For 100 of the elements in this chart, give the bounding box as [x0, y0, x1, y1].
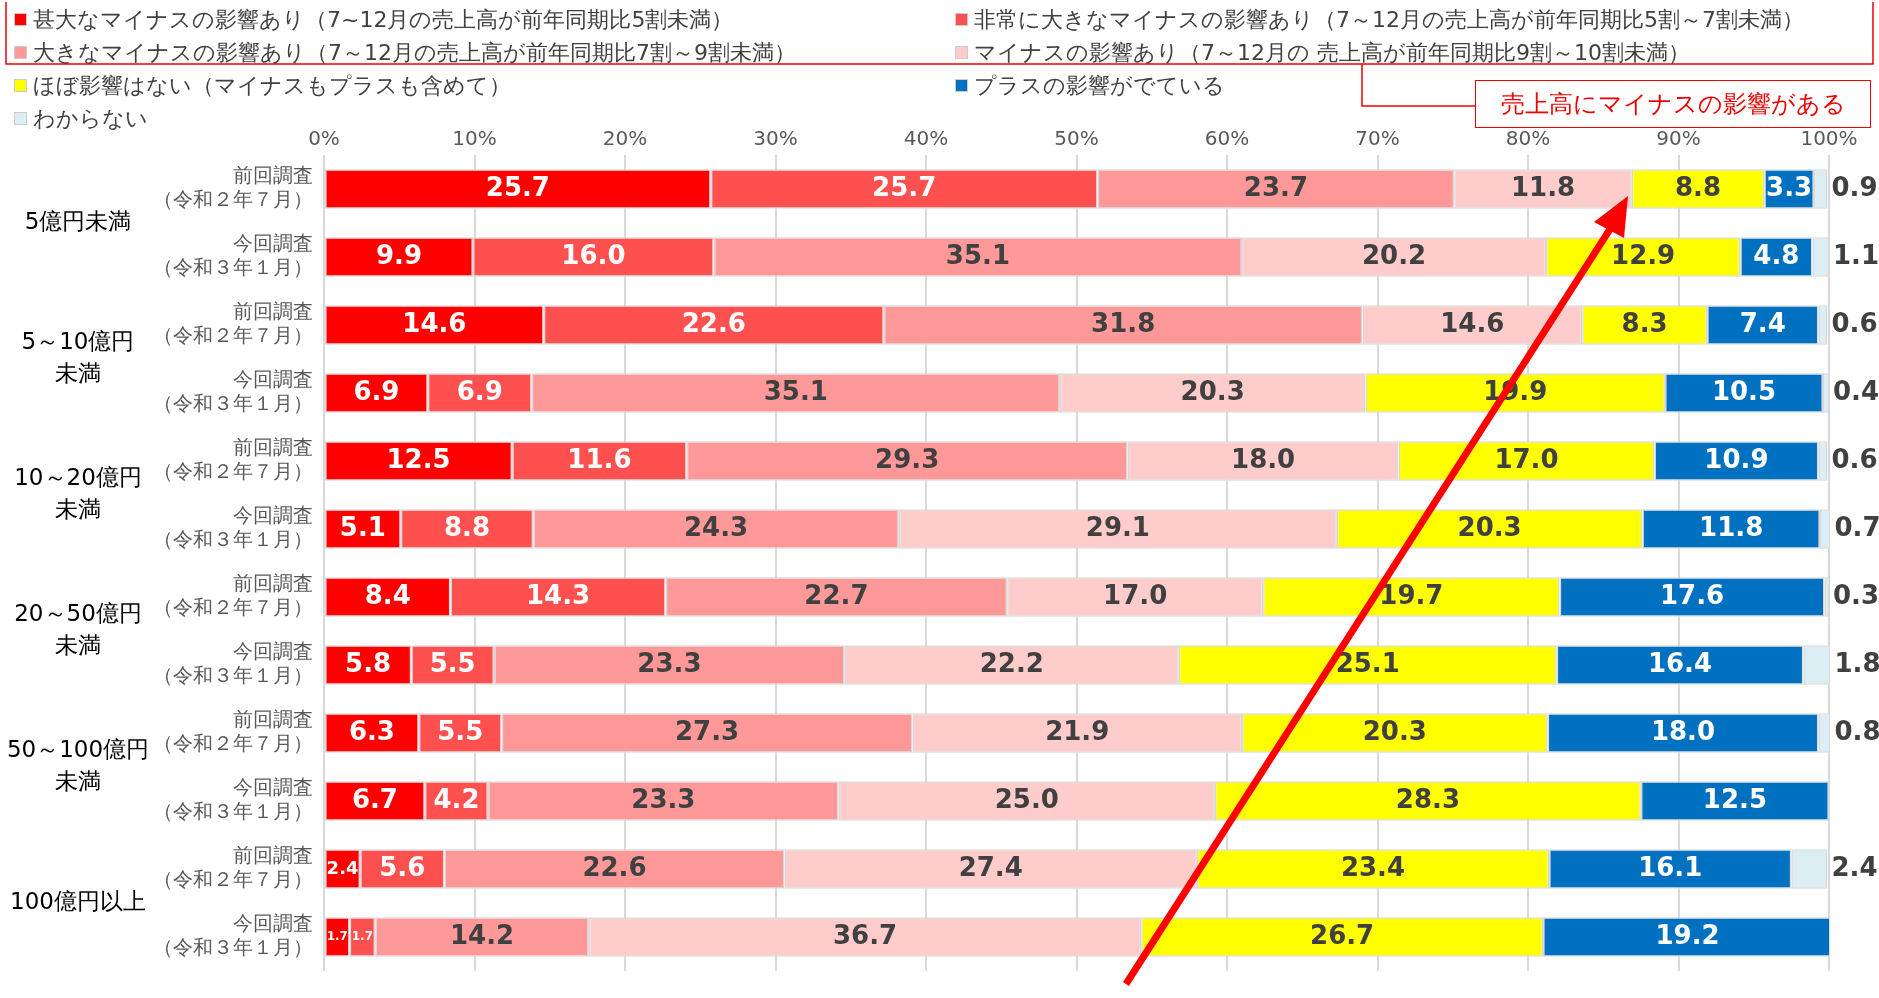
- data-label: 12.9: [1611, 239, 1676, 270]
- data-label: 11.6: [567, 443, 632, 474]
- data-label: 0.4: [1833, 375, 1879, 406]
- legend-label: プラスの影響がでている: [974, 71, 1225, 100]
- data-label: 31.8: [1091, 307, 1156, 338]
- data-label: 14.6: [1440, 307, 1505, 338]
- text: 売上高にマイナスの影響がある: [1475, 80, 1871, 128]
- y-tick-label: 前回調査（令和２年７月）: [153, 843, 313, 892]
- data-label: 18.0: [1650, 715, 1716, 746]
- y-tick-label: 今回調査（令和３年１月）: [153, 911, 313, 960]
- data-label: 25.0: [994, 783, 1059, 814]
- y-tick-label: 前回調査（令和２年７月）: [153, 571, 313, 620]
- data-label: 35.1: [945, 239, 1010, 270]
- data-label: 3.3: [1766, 171, 1813, 202]
- data-label: 0.6: [1831, 443, 1878, 474]
- data-label: 2.4: [326, 856, 359, 878]
- data-label: 8.8: [1675, 171, 1722, 202]
- data-label: 17.0: [1103, 579, 1168, 610]
- y-tick-label: 前回調査（令和２年７月）: [153, 435, 313, 484]
- data-label: 19.2: [1655, 919, 1720, 950]
- x-tick-label: 70%: [1355, 126, 1400, 151]
- data-label: 36.7: [832, 919, 898, 950]
- data-label: 23.4: [1340, 851, 1406, 882]
- data-label: 6.7: [351, 783, 398, 814]
- data-label: 0.9: [1831, 171, 1878, 202]
- data-label: 1.8: [1834, 647, 1879, 678]
- text: 5億円未満: [24, 207, 132, 234]
- data-label: 14.6: [402, 307, 467, 338]
- x-tick-label: 0%: [308, 126, 340, 151]
- legend-label: 非常に大きなマイナスの影響あり（7～12月の売上高が前年同期比5割～7割未満）: [974, 5, 1804, 34]
- data-label: 1.7: [326, 929, 348, 944]
- data-label: 20.2: [1361, 239, 1427, 270]
- data-label: 20.3: [1180, 375, 1245, 406]
- x-tick-label: 100%: [1800, 126, 1858, 151]
- legend-label: ほぼ影響はない（マイナスもプラスも含めて）: [33, 71, 511, 100]
- data-label: 5.5: [429, 647, 476, 678]
- data-label: 9.9: [375, 239, 423, 270]
- x-tick-label: 10%: [452, 126, 497, 151]
- data-label: 18.0: [1231, 443, 1296, 474]
- data-label: 6.9: [353, 375, 400, 406]
- text: 50～100億円未満: [6, 735, 150, 794]
- data-label: 17.6: [1659, 579, 1725, 610]
- data-label: 29.3: [875, 443, 940, 474]
- data-label: 26.7: [1310, 919, 1375, 950]
- x-tick-label: 40%: [903, 126, 949, 151]
- data-label: 0.6: [1831, 307, 1878, 338]
- text: 20～50億円未満: [14, 599, 142, 658]
- data-label: 17.0: [1494, 443, 1559, 474]
- x-tick-label: 80%: [1505, 126, 1551, 151]
- data-label: 19.7: [1379, 579, 1444, 610]
- x-tick-label: 60%: [1204, 126, 1250, 151]
- data-label: 22.6: [681, 307, 746, 338]
- data-label: 4.8: [1753, 239, 1800, 270]
- x-tick-label: 90%: [1656, 126, 1701, 151]
- data-label: 0.8: [1834, 715, 1879, 746]
- data-label: 10.9: [1704, 443, 1769, 474]
- data-label: 8.4: [364, 579, 411, 610]
- data-label: 25.1: [1335, 647, 1400, 678]
- data-label: 16.4: [1647, 647, 1713, 678]
- data-label: 5.1: [339, 511, 386, 542]
- text: 5～10億円未満: [21, 327, 135, 386]
- data-label: 10.5: [1711, 375, 1777, 406]
- data-label: 12.5: [1702, 783, 1768, 814]
- data-label: 29.1: [1085, 511, 1150, 542]
- data-label: 6.3: [348, 715, 395, 746]
- data-label: 2.4: [1831, 851, 1878, 882]
- data-label: 12.5: [386, 443, 451, 474]
- y-tick-label: 今回調査（令和３年１月）: [153, 639, 313, 688]
- data-label: 6.9: [456, 375, 503, 406]
- y-tick-label: 今回調査（令和３年１月）: [153, 367, 313, 416]
- data-label: 22.2: [979, 647, 1044, 678]
- x-tick-label: 50%: [1054, 126, 1099, 151]
- data-label: 23.3: [637, 647, 702, 678]
- data-label: 20.3: [1457, 511, 1522, 542]
- legend-label: 甚大なマイナスの影響あり（7~12月の売上高が前年同期比5割未満）: [33, 5, 734, 34]
- x-tick-label: 30%: [753, 126, 798, 151]
- x-tick-label: 20%: [602, 126, 648, 151]
- y-tick-label: 前回調査（令和２年７月）: [153, 163, 313, 212]
- data-label: 0.3: [1833, 579, 1879, 610]
- data-label: 14.2: [449, 919, 515, 950]
- data-label: 22.6: [582, 851, 647, 882]
- data-label: 23.7: [1243, 171, 1308, 202]
- data-label: 11.8: [1699, 511, 1764, 542]
- data-label: 0.7: [1834, 511, 1879, 542]
- text: 10～20億円未満: [14, 463, 142, 522]
- legend-label: マイナスの影響あり（7～12月の 売上高が前年同期比9割～10割未満）: [974, 38, 1690, 67]
- data-label: 23.3: [631, 783, 696, 814]
- y-tick-label: 今回調査（令和３年１月）: [153, 775, 313, 824]
- data-label: 5.8: [345, 647, 392, 678]
- text: 100億円以上: [10, 887, 146, 914]
- data-label: 8.3: [1621, 307, 1668, 338]
- data-label: 1.7: [351, 929, 374, 944]
- data-label: 1.1: [1833, 239, 1879, 270]
- data-label: 5.6: [379, 851, 426, 882]
- data-label: 5.5: [437, 715, 484, 746]
- data-label: 24.3: [683, 511, 749, 542]
- legend-label: わからない: [33, 104, 148, 133]
- data-label: 8.8: [443, 511, 491, 542]
- data-label: 27.3: [674, 715, 740, 746]
- data-label: 16.1: [1638, 851, 1703, 882]
